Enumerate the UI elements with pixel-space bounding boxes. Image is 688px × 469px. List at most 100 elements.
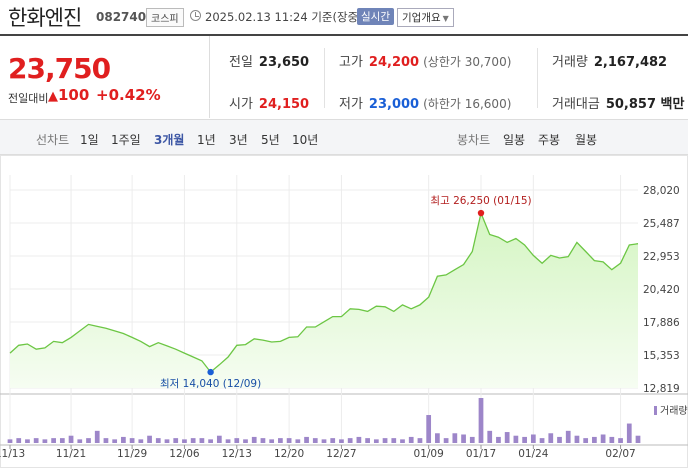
y-tick-label: 22,953 [643,251,680,263]
volume-bar [42,439,48,443]
period-3y[interactable]: 3년 [229,133,248,147]
low-annotation: 최저 14,040 (12/09) [160,378,261,390]
volume-bar [635,435,641,443]
candle-daily[interactable]: 일봉 [503,133,526,147]
volume-bar [173,438,179,443]
y-tick-label: 25,487 [643,218,680,230]
candle-weekly[interactable]: 주봉 [538,133,561,147]
low-label: 저가 [339,97,363,112]
volume-bar [452,433,458,443]
company-info-dropdown[interactable]: 기업개요 ▼ [397,8,454,27]
volume-bar [208,439,213,443]
volume-bar [356,436,362,443]
price-stats: 전일 23,650 고가 24,200 (상한가 30,700) 거래량 2,167,4… [211,36,688,118]
volume-bar [618,438,623,443]
up-arrow-icon: ▲ [48,89,58,104]
volume-bar [609,436,615,443]
chevron-down-icon: ▼ [442,14,449,23]
change-value: 100 [58,86,90,104]
volume-bar [286,438,292,443]
volume-legend-swatch [654,406,657,415]
high-annotation: 최고 26,250 (01/15) [430,195,531,207]
volume-bar [539,438,545,443]
stock-name: 한화엔진 [8,6,82,30]
volume-bar [417,438,423,443]
volume-bar [7,439,13,443]
volume-bar [304,436,309,443]
y-tick-label: 12,819 [643,383,680,395]
y-tick-label: 17,886 [643,317,680,329]
volume-bar [435,433,440,443]
open-value: 24,150 [258,97,310,112]
low-marker [207,368,214,376]
volume-bar [225,439,231,443]
volume-bar [234,438,240,443]
volume-bar [565,430,571,443]
prev-label: 전일 [229,55,253,70]
period-1y[interactable]: 1년 [197,133,216,147]
volume-bar [25,439,30,443]
volume-bar [155,438,161,443]
volume-bar [583,438,589,443]
volume-bar [278,438,283,443]
high-value: 24,200 [368,55,420,70]
volume-bar [478,398,484,443]
volume-bar [548,433,554,443]
volume-bar [164,439,170,443]
x-tick-label: 12/06 [169,448,200,460]
volume-bar [68,435,74,443]
stat-high: 고가 24,200 (상한가 30,700) [339,51,511,70]
period-selector: 선차트 1일 1주일 3개월 1년 3년 5년 10년 봉차트 일봉 주봉 월봉 [0,119,688,155]
stock-header: 한화엔진 082740 코스피 2025.02.13 11:24 기준(장중) … [0,0,688,34]
volume-bar [487,430,493,443]
volume-legend-label: 거래량 [660,405,688,417]
stat-divider [324,48,325,108]
volume-bar [51,438,56,443]
y-tick-label: 20,420 [643,284,680,296]
price-chart: 28,020 25,487 22,953 20,420 17,886 15,353 12,8… [0,155,688,468]
upper-limit: (상한가 30,700) [423,55,512,69]
volume-bar [426,415,432,443]
period-1w[interactable]: 1주일 [111,133,141,147]
x-tick-label: 12/13 [222,448,252,460]
period-10y[interactable]: 10년 [292,133,319,147]
y-tick-label: 15,353 [643,350,680,362]
volume-bar [557,436,562,443]
low-value: 23,000 [368,97,420,112]
period-3m[interactable]: 3개월 [154,133,185,147]
realtime-button[interactable]: 실시간 [357,8,394,25]
market-badge: 코스피 [146,8,184,27]
volume-bar [216,435,222,443]
volume-bar [199,438,205,443]
session-status: 기준(장중) [311,10,363,24]
price-area-fill [10,213,638,388]
volume-bar [59,438,65,443]
volume-bar [77,439,83,443]
price-change: ▲100 [48,86,89,104]
price-line [9,210,639,374]
volume-bar [382,438,388,443]
volume-bar [243,439,248,443]
volume-bar [339,439,344,443]
amount-value: 50,857 백만 [605,97,685,112]
clock-icon [190,10,201,21]
stat-amount: 거래대금 50,857 백만 [552,93,684,112]
volume-bar [513,435,519,443]
datetime: 2025.02.13 11:24 [205,10,308,24]
candle-chart-label: 봉차트 [457,133,491,147]
x-tick-label: 01/09 [414,448,444,460]
header-divider [0,34,688,36]
period-5y[interactable]: 5년 [261,133,280,147]
amount-label: 거래대금 [552,97,600,112]
volume-bar [574,435,580,443]
volume-bar [182,439,187,443]
volume-bar [461,434,466,443]
volume-bar [260,438,266,443]
volume-bar [312,438,318,443]
period-1d[interactable]: 1일 [80,133,99,147]
volume-bar [443,438,449,443]
candle-monthly[interactable]: 월봉 [575,133,598,147]
lower-limit: (하한가 16,600) [423,97,512,111]
x-tick-label: 01/17 [466,448,496,460]
volume-bar [129,438,135,443]
